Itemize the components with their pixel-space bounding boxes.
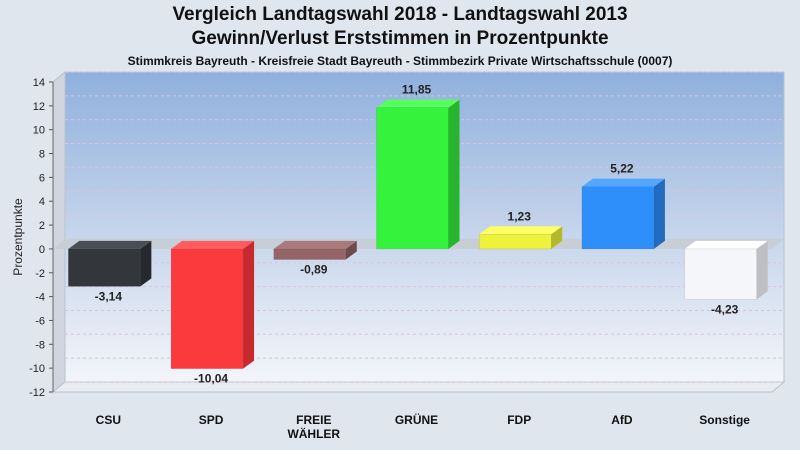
bar <box>581 186 655 250</box>
y-tick-label: 10 <box>33 125 45 137</box>
bar-top <box>273 240 357 249</box>
y-tick-label: -10 <box>29 363 45 375</box>
bar-top <box>171 240 255 249</box>
data-label: -3,14 <box>95 289 123 303</box>
y-tick-label: 2 <box>39 220 45 232</box>
chart-subtitle-detail: Stimmkreis Bayreuth - Kreisfreie Stadt B… <box>127 54 673 68</box>
bar <box>273 248 347 260</box>
plot-floor <box>51 381 786 393</box>
data-label: 5,22 <box>610 162 634 176</box>
bar-side <box>345 240 357 260</box>
bar <box>478 234 552 250</box>
x-tick-label: CSU <box>96 413 121 427</box>
bar-top <box>684 240 768 249</box>
y-tick-label: -4 <box>35 292 45 304</box>
bar <box>170 248 244 369</box>
bar-side <box>140 240 152 287</box>
x-tick-label: WÄHLER <box>287 426 340 441</box>
y-tick-label: 8 <box>39 149 45 161</box>
y-tick-label: 12 <box>33 101 45 113</box>
bar-top <box>376 99 460 108</box>
y-axis-label: Prozentpunkte <box>11 198 25 276</box>
x-tick-label: FDP <box>507 413 531 427</box>
bar-top <box>479 226 563 235</box>
y-tick-label: 0 <box>39 244 45 256</box>
bar <box>376 107 449 250</box>
data-label: -0,89 <box>300 263 328 277</box>
bar <box>684 248 757 300</box>
x-tick-label: GRÜNE <box>395 412 438 427</box>
x-tick-label: AfD <box>611 413 633 427</box>
bar-side <box>653 178 665 249</box>
y-tick-label: 14 <box>33 77 45 89</box>
x-tick-label: FREIE <box>296 413 331 427</box>
plot-left-wall <box>52 70 66 394</box>
bar-side <box>243 240 255 369</box>
x-tick-label: SPD <box>199 413 224 427</box>
data-label: 11,85 <box>402 83 432 97</box>
y-tick-label: -8 <box>35 339 45 351</box>
data-label: -4,23 <box>711 302 739 316</box>
bar-side <box>551 226 563 249</box>
chart-title: Vergleich Landtagswahl 2018 - Landtagswa… <box>172 4 628 25</box>
y-tick-label: -2 <box>35 268 45 280</box>
y-tick-label: -6 <box>35 315 45 327</box>
y-tick-label: -12 <box>29 387 45 399</box>
chart-subtitle: Gewinn/Verlust Erststimmen in Prozentpun… <box>191 28 609 49</box>
x-tick-label: Sonstige <box>699 413 750 427</box>
bar <box>68 248 141 287</box>
bar-top <box>68 240 152 249</box>
bar-side <box>448 99 460 249</box>
bar-side <box>756 240 768 300</box>
bar-top <box>581 178 665 187</box>
data-label: 1,23 <box>508 209 532 223</box>
y-tick-label: 6 <box>39 172 45 184</box>
y-tick-label: 4 <box>39 196 45 208</box>
data-label: -10,04 <box>194 372 228 386</box>
